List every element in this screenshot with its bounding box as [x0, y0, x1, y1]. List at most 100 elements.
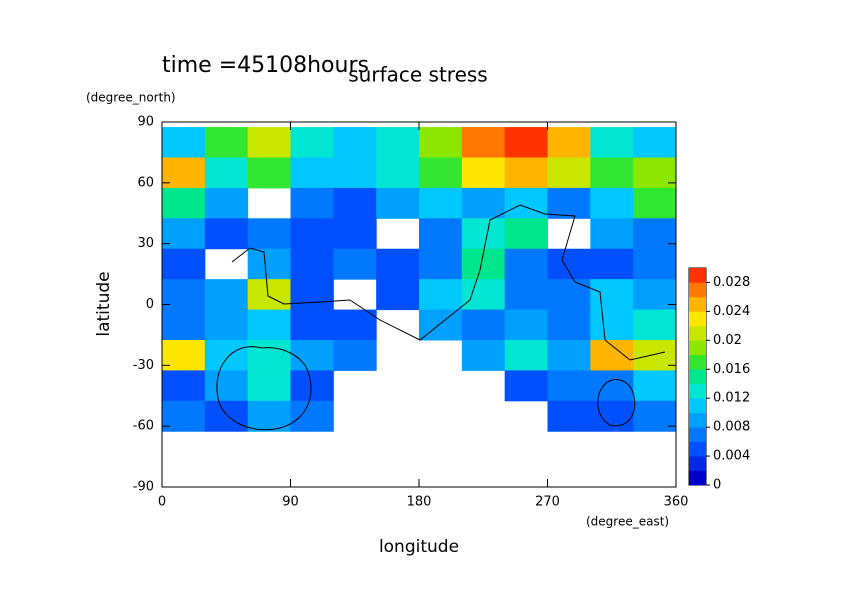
heat-cell [204, 370, 249, 402]
heat-cell [290, 339, 334, 371]
heat-cell [333, 248, 377, 280]
colorbar-tick-label: 0.008 [713, 420, 750, 435]
colorbar-band [689, 383, 706, 399]
heat-cell [162, 370, 206, 402]
heat-cell [633, 157, 677, 189]
x-tick-label: 270 [535, 495, 560, 510]
heat-cell [419, 248, 463, 280]
heat-cell [504, 218, 548, 250]
y-tick-label: -60 [133, 419, 154, 434]
x-tick-label: 90 [282, 495, 299, 510]
heat-cell [376, 157, 420, 189]
y-unit: (degree_north) [86, 91, 176, 105]
heat-cell [547, 370, 591, 402]
heat-cell [633, 370, 677, 402]
heat-cell [247, 218, 291, 250]
heat-cell [247, 370, 291, 402]
heat-cell [247, 157, 291, 189]
heat-cell [547, 400, 591, 432]
heat-cell [590, 279, 634, 311]
heat-cell [590, 309, 634, 341]
heat-cell [290, 248, 334, 280]
heat-cell [290, 279, 334, 311]
y-tick-label: 0 [146, 297, 154, 312]
heat-cell [290, 218, 334, 250]
heat-cell [633, 309, 677, 341]
heat-cell [504, 370, 548, 402]
heat-cell [461, 157, 506, 189]
colorbar-band [689, 456, 706, 471]
heat-cell [162, 187, 206, 219]
heat-cell [547, 157, 591, 189]
colorbar-band [689, 296, 706, 312]
heat-cell [376, 127, 420, 158]
colorbar-tick-label: 0 [713, 478, 721, 493]
heat-cell [547, 279, 591, 311]
colorbar-tick-label: 0.028 [713, 275, 750, 290]
heat-cell [376, 187, 420, 219]
heat-cell [333, 218, 377, 250]
colorbar-band [689, 398, 706, 413]
colorbar-band [689, 441, 706, 457]
heat-cell [419, 187, 463, 219]
heat-cell [162, 248, 206, 280]
heat-cell [547, 309, 591, 341]
heat-cell [504, 127, 548, 158]
heat-cell [504, 248, 548, 280]
heat-cell [633, 218, 677, 250]
heat-cell [290, 400, 334, 432]
colorbar-band [689, 412, 706, 428]
heat-cell [333, 127, 377, 158]
coastline [216, 204, 666, 431]
heat-cell [419, 157, 463, 189]
heat-cell [419, 279, 463, 311]
heat-cell [419, 218, 463, 250]
heat-cell [290, 127, 334, 158]
heat-cell [504, 279, 548, 311]
heat-cell [162, 218, 206, 250]
heat-cell [290, 309, 334, 341]
x-unit: (degree_east) [586, 515, 669, 529]
heat-cell [162, 309, 206, 341]
heat-cell [247, 248, 291, 280]
heat-cell [547, 187, 591, 219]
heat-cell [590, 187, 634, 219]
heat-cell [590, 370, 634, 402]
colorbar-band [689, 427, 706, 442]
heat-cell [162, 157, 206, 189]
heat-cell [162, 127, 206, 158]
colorbar-tick-label: 0.024 [713, 304, 750, 319]
heat-cell [204, 157, 249, 189]
colorbar-band [689, 325, 706, 341]
heat-cell [633, 187, 677, 219]
heat-cell [290, 157, 334, 189]
heat-cell [204, 279, 249, 311]
heat-cell [162, 279, 206, 311]
heat-cell [204, 187, 249, 219]
heat-cell [247, 127, 291, 158]
colorbar-band [689, 354, 706, 370]
heat-cell [247, 279, 291, 311]
heat-cell [547, 127, 591, 158]
heat-cell [162, 339, 206, 371]
heat-cell [333, 339, 377, 371]
heat-cell [461, 279, 506, 311]
chart-title: surface stress [348, 63, 487, 87]
x-tick-label: 360 [664, 495, 689, 510]
heat-cell [590, 339, 634, 371]
heat-cell [461, 187, 506, 219]
colorbar-tick-label: 0.012 [713, 391, 750, 406]
heat-cell [504, 309, 548, 341]
heat-cell [333, 157, 377, 189]
heat-cell [162, 400, 206, 432]
heat-cell [633, 127, 677, 158]
heat-cell [204, 127, 249, 158]
heat-cell [333, 309, 377, 341]
heat-cell [461, 339, 506, 371]
heat-cell [461, 218, 506, 250]
heat-cell [547, 339, 591, 371]
heat-cell [204, 400, 249, 432]
colorbar-band [689, 470, 706, 486]
colorbar-band [689, 340, 706, 356]
